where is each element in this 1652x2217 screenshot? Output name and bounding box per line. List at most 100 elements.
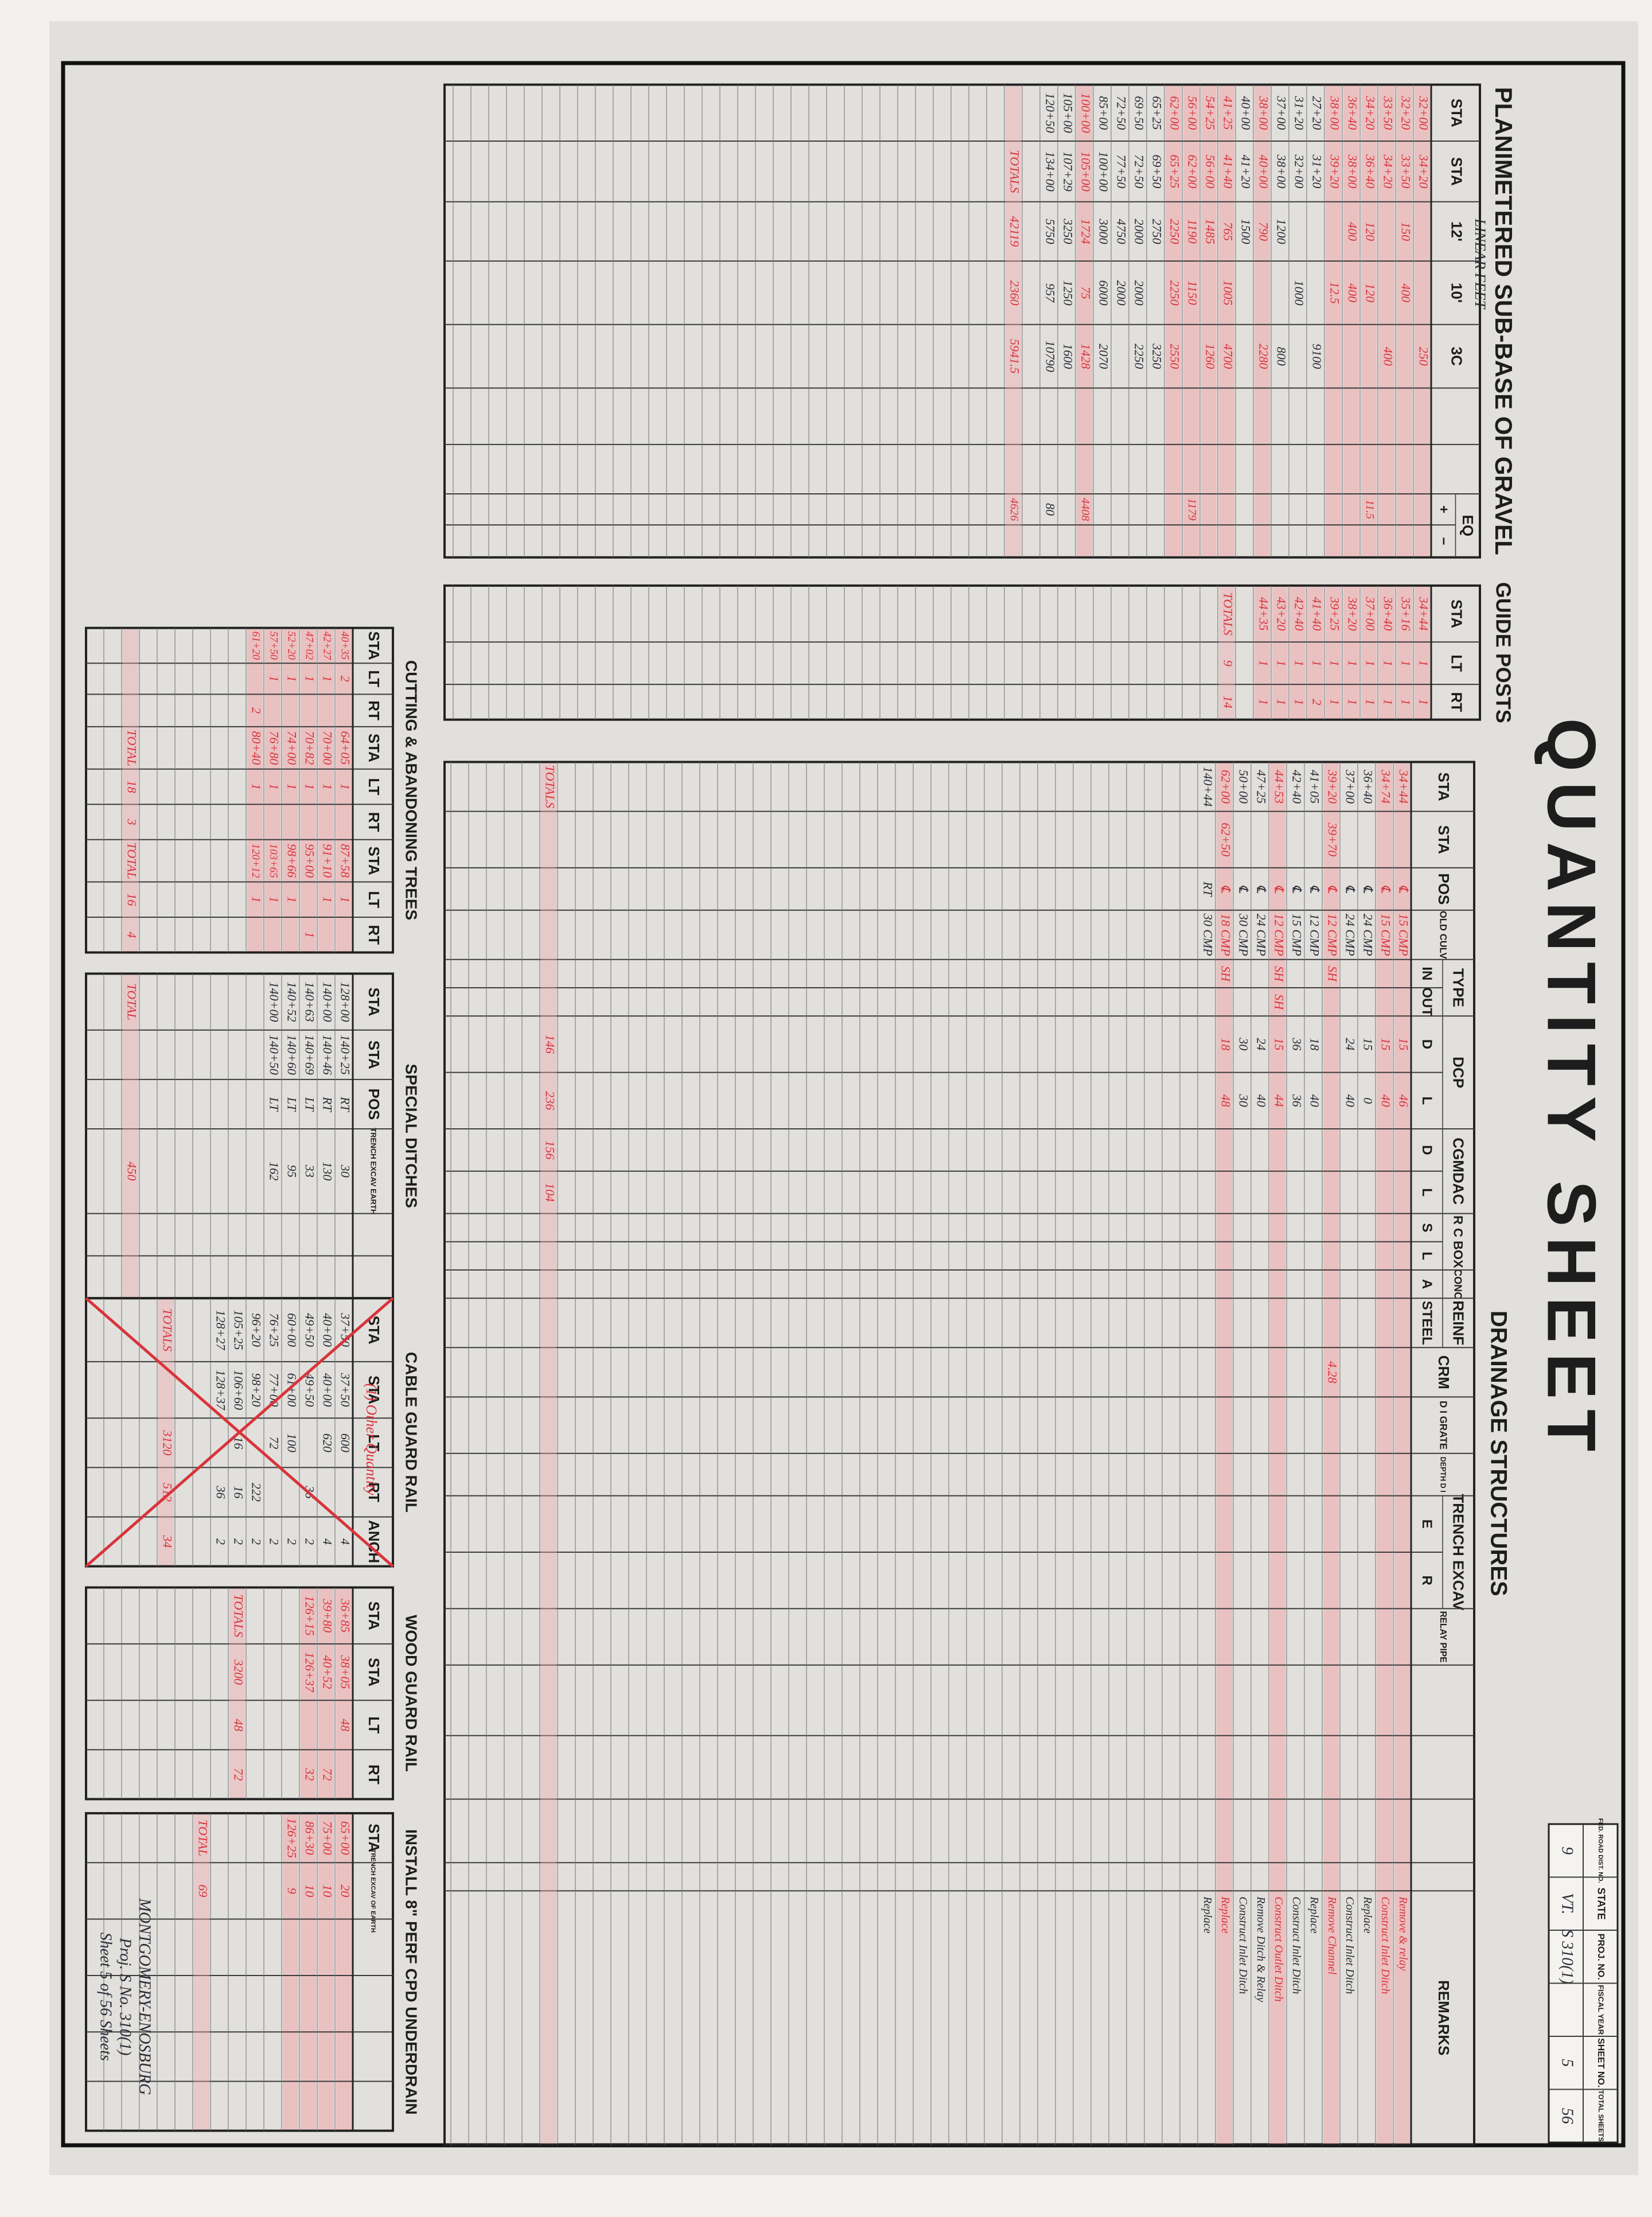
cell-value: 47+25 (1254, 770, 1268, 804)
column-header: S (1419, 1223, 1435, 1232)
cell-value: 36 (1289, 1094, 1304, 1107)
cell-value: 36+85 (338, 1598, 352, 1632)
cell-value: 1200 (1274, 219, 1288, 244)
cell-value: 400 (1381, 347, 1395, 366)
table-frame (85, 626, 394, 954)
cell-value: 140+50 (267, 1035, 281, 1075)
cell-value: 1600 (1061, 344, 1075, 369)
cell-value: 18 CMP (1218, 914, 1233, 956)
cell-value: 30 CMP (1236, 913, 1250, 956)
cell-value: 1000 (1292, 280, 1306, 305)
cell-value: 2000 (1132, 219, 1146, 244)
red-highlight (318, 1814, 334, 2130)
title-block-value: S 310(1) (1559, 1929, 1576, 1984)
cell-value: 9 (1221, 660, 1235, 667)
sheet-content: QUANTITY SHEET FED. ROAD DIST. NO. 9 STATE… (61, 61, 1626, 2148)
cell-value: 87+58 (338, 844, 352, 878)
cell-value: 250 (1416, 347, 1431, 366)
project-note: Proj. S No. 310(1) (116, 1937, 134, 2055)
cell-value: 1 (1256, 699, 1271, 705)
cell-value: TOTALS (1221, 593, 1235, 636)
cell-value: 72+50 (1114, 96, 1128, 130)
cell-value: 100+00 (1096, 151, 1111, 192)
cell-value: 2 (285, 1538, 299, 1545)
cell-value: 2 (231, 1538, 246, 1545)
totals-highlight (541, 763, 556, 2144)
cell-value: 140+60 (285, 1035, 299, 1075)
cell-value: 15 (1272, 1038, 1286, 1050)
table-frame (443, 83, 1481, 559)
cell-value: 146 (543, 1035, 557, 1054)
column-group-header: TYPE (1450, 968, 1467, 1007)
table-title: CUTTING & ABANDONING TREES (403, 660, 420, 920)
column-header: L (1419, 1188, 1435, 1197)
cell-value: 2360 (1007, 280, 1022, 305)
cell-value: 765 (1221, 222, 1235, 241)
cell-value: 15 (1396, 1038, 1411, 1050)
column-header: D (1419, 1039, 1435, 1049)
cell-value: ℄ (1325, 885, 1339, 894)
cell-value: ℄ (1236, 885, 1250, 894)
cell-value: 24 (1343, 1038, 1357, 1050)
cell-value: ℄ (1343, 885, 1357, 894)
cell-value: 41+40 (1310, 597, 1324, 631)
cell-value: 49+50 (302, 1373, 317, 1407)
column-header: OLD CULV (1438, 911, 1449, 959)
column-header: STA (1435, 772, 1452, 801)
column-header: POS (1435, 873, 1452, 905)
red-highlight (1201, 85, 1217, 556)
cell-value: 62+00 (1167, 96, 1182, 130)
column-header: STA (365, 1041, 383, 1069)
cell-value: 15 CMP (1289, 914, 1304, 956)
cell-value: 105+25 (231, 1310, 246, 1350)
cell-value: 790 (1256, 222, 1271, 241)
column-header: 3C (1448, 347, 1466, 366)
cell-value: 62+00 (1218, 770, 1233, 804)
cell-value: 1 (1363, 699, 1377, 705)
column-header: RT (365, 925, 383, 945)
cell-value: 39+80 (320, 1598, 334, 1632)
remarks: Construct Inlet Ditch (1379, 1896, 1392, 1994)
cell-value: 39+25 (1327, 597, 1342, 631)
cell-value: 95+00 (302, 844, 317, 878)
cell-value: 130 (320, 1162, 334, 1180)
project-note: MONTGOMERY-ENOSBURG (136, 1898, 154, 2095)
totals-highlight (1006, 85, 1021, 556)
column-group-header: REINF (1450, 1300, 1467, 1345)
cell-value: 957 (1043, 283, 1057, 303)
cell-value: 72 (231, 1768, 246, 1780)
red-highlight (1397, 85, 1412, 556)
cell-value: 126+15 (302, 1596, 317, 1636)
cell-value: 40 (1343, 1094, 1357, 1107)
title-block-label: SHEET NO. (1596, 2038, 1606, 2087)
red-highlight (1254, 586, 1270, 719)
cell-value: RT (1201, 881, 1215, 897)
cell-value: 1150 (1185, 280, 1199, 305)
cell-value: 105+00 (1061, 93, 1075, 133)
cell-value: 400 (1345, 222, 1359, 241)
column-group-header: TRENCH EXCAV (1450, 1494, 1467, 1611)
cell-value: 32+00 (1292, 154, 1306, 188)
cell-value: 75+00 (320, 1821, 334, 1855)
cell-value: 2 (267, 1538, 281, 1545)
cell-value: 126+37 (302, 1652, 317, 1693)
cell-value: 70+82 (302, 731, 317, 765)
cell-value: 156 (543, 1140, 557, 1159)
cell-value: 103+65 (267, 844, 279, 878)
cell-value: 128+37 (213, 1370, 228, 1411)
totals-highlight (194, 1814, 209, 2130)
cell-value: 1005 (1221, 280, 1235, 305)
red-highlight (1415, 85, 1430, 556)
cell-value: 62+50 (1218, 823, 1233, 856)
red-highlight (1308, 586, 1323, 719)
column-header: STA (365, 1658, 383, 1686)
remarks: Replace (1308, 1896, 1320, 1934)
totals-highlight (123, 975, 138, 1298)
cell-value: 1 (302, 676, 317, 682)
red-highlight (1361, 586, 1377, 719)
cell-value: ℄ (1307, 885, 1322, 894)
cell-value: 140+00 (320, 982, 334, 1022)
cell-value: 65+25 (1150, 96, 1164, 130)
cell-value: 98+66 (285, 844, 299, 878)
cell-value: 162 (267, 1162, 281, 1180)
